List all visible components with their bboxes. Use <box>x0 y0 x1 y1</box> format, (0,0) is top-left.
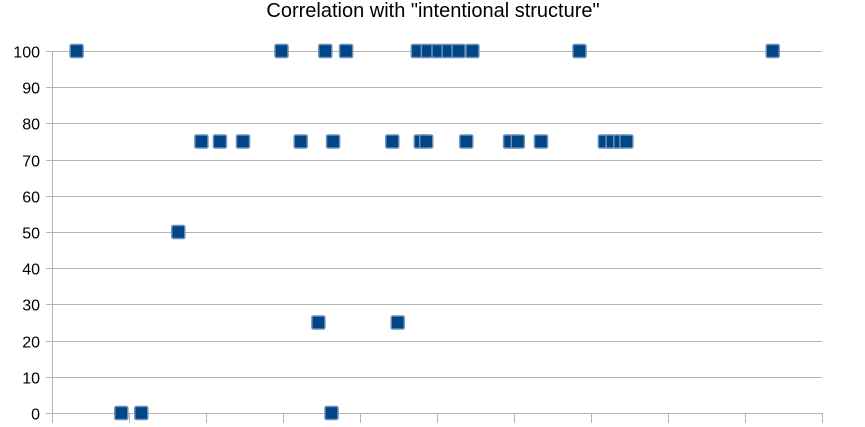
data-point <box>134 405 149 421</box>
data-point <box>194 134 209 149</box>
y-tick-label: 20 <box>22 335 40 352</box>
data-point <box>510 134 526 149</box>
data-point <box>293 134 308 149</box>
y-tick-label: 0 <box>31 407 40 424</box>
data-point <box>338 43 354 59</box>
y-tick-label: 70 <box>22 154 40 171</box>
y-tick-label: 100 <box>13 45 40 62</box>
data-point <box>324 405 339 421</box>
y-tick-label: 10 <box>22 371 40 388</box>
data-point <box>619 134 634 149</box>
data-point <box>459 134 474 149</box>
data-point <box>325 134 341 149</box>
data-point <box>235 134 251 149</box>
data-point <box>212 134 228 149</box>
data-point <box>311 315 326 330</box>
y-tick-label: 80 <box>22 117 40 134</box>
data-point <box>465 43 480 59</box>
gridlines <box>46 51 822 414</box>
y-tick-label: 60 <box>22 190 40 207</box>
data-point <box>765 43 780 59</box>
y-tick-label: 40 <box>22 262 40 279</box>
data-point <box>451 43 466 59</box>
data-point <box>69 43 84 59</box>
y-tick-label: 90 <box>22 81 40 98</box>
y-tick-label: 50 <box>22 226 40 243</box>
data-point <box>572 43 587 59</box>
axes <box>52 51 823 423</box>
y-axis-tick-labels: 0 10 20 30 40 50 60 70 80 90 100 <box>13 45 40 424</box>
data-point <box>318 43 333 59</box>
data-point <box>114 405 129 421</box>
data-point <box>418 134 434 149</box>
data-point <box>274 43 289 59</box>
data-points <box>69 43 780 421</box>
data-point <box>390 315 405 330</box>
chart-title: Correlation with "intentional structure" <box>266 0 599 22</box>
data-point <box>533 134 549 149</box>
data-point <box>385 134 400 149</box>
data-point <box>171 224 186 240</box>
y-tick-label: 30 <box>22 298 40 315</box>
